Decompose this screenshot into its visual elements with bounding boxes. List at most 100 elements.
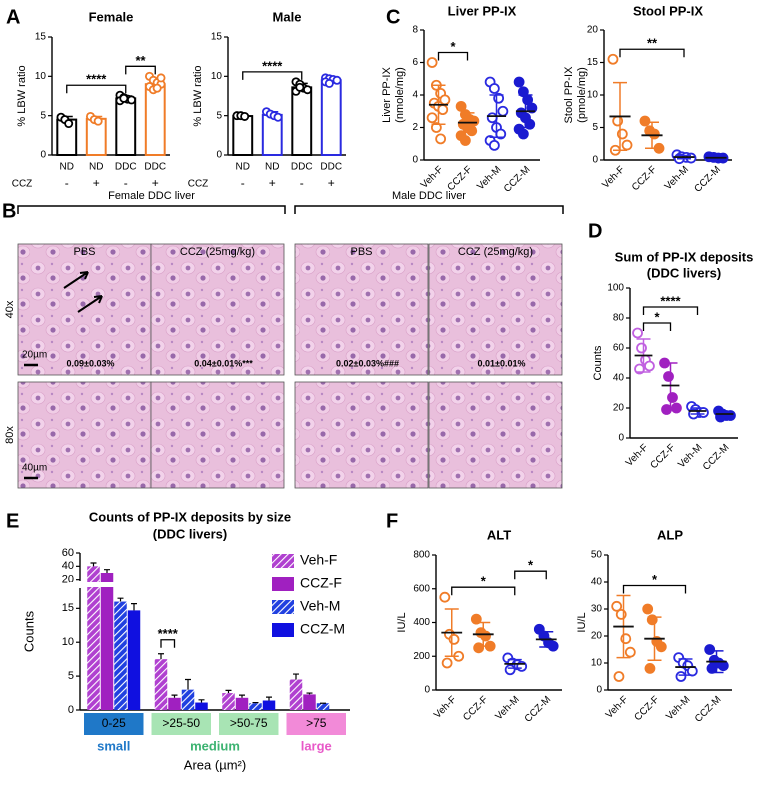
data-point [273, 112, 283, 122]
error-bar [198, 699, 205, 703]
column-label: PBS [350, 246, 372, 258]
ccz-label: + [269, 176, 276, 190]
x-tick-label: CCZ-M [692, 164, 723, 195]
quantification: 0.02±0.03%### [336, 358, 399, 368]
y-axis-label: (pmole/mg) [576, 67, 588, 123]
y-tick-label: 0 [40, 150, 46, 161]
data-point [497, 105, 509, 117]
data-point [455, 100, 467, 112]
error-bar [158, 653, 164, 660]
micrograph [150, 243, 285, 376]
y-axis-label: % LBW ratio [16, 65, 28, 126]
x-tick-label: DDC [320, 162, 342, 173]
data-point [119, 93, 129, 103]
y-tick-label: 80 [613, 313, 625, 324]
significance-bracket [619, 48, 685, 58]
data-point [332, 75, 342, 85]
bar [168, 697, 181, 710]
y-axis-label: % LBW ratio [192, 65, 204, 126]
data-point [706, 663, 718, 674]
error-bar [225, 689, 232, 694]
ccz-label: - [65, 176, 69, 190]
data-point [642, 603, 654, 615]
y-tick-upper-label: 40 [62, 560, 74, 572]
data-point [517, 86, 529, 98]
data-point [612, 115, 624, 127]
data-point [667, 392, 678, 403]
x-tick-label: Veh-F [432, 694, 459, 721]
y-tick-label: 30 [591, 604, 603, 615]
legend-swatch [272, 623, 294, 637]
x-tick-label: >75 [306, 716, 327, 730]
group-bracket [294, 205, 564, 214]
data-point [611, 600, 623, 612]
y-tick-label: 20 [591, 631, 603, 642]
y-tick-label: 0 [596, 685, 602, 696]
data-point [473, 642, 485, 654]
data-point [439, 591, 451, 603]
quantification: 0.09±0.03% [67, 358, 115, 368]
micrograph [428, 381, 563, 489]
data-point [632, 327, 643, 339]
y-tick-label: 5 [68, 670, 74, 682]
legend-label: CCZ-F [300, 575, 342, 591]
significance-label: **** [158, 626, 179, 641]
y-tick-label: 0 [618, 433, 624, 444]
legend-swatch [272, 577, 294, 591]
category-box [219, 713, 279, 735]
y-tick-label: 15 [62, 602, 74, 614]
y-axis-label: Stool PP-IX [563, 66, 575, 124]
micrograph [17, 243, 152, 376]
category-box [151, 713, 211, 735]
x-tick-label: CCZ-F [632, 694, 661, 723]
x-tick-label: ND [60, 162, 74, 173]
x-tick-label: CCZ-M [502, 164, 533, 195]
data-point [620, 633, 632, 645]
chart-title: Stool PP-IX [633, 3, 703, 18]
y-tick-label: 5 [40, 110, 46, 121]
scale-bar-label: 20µm [22, 350, 47, 361]
y-tick-label: 600 [413, 583, 430, 594]
micrograph [294, 381, 429, 489]
error-bar [239, 694, 245, 698]
x-tick-label: Veh-F [600, 164, 627, 191]
significance-label: * [652, 572, 658, 587]
x-tick-label: Veh-M [676, 442, 704, 470]
y-tick-upper-label: 60 [62, 547, 74, 559]
x-tick-label: 0-25 [102, 716, 126, 730]
chart-title: ALT [487, 527, 511, 542]
significance-bracket [622, 584, 687, 594]
y-tick-label: 10 [211, 71, 223, 82]
data-point [648, 128, 660, 140]
bar [222, 693, 235, 710]
chart-title: Counts of PP-IX deposits by size [89, 509, 291, 524]
y-tick-label: 0 [216, 150, 222, 161]
bar [232, 115, 254, 156]
chart-title: Sum of PP-IX deposits [615, 249, 754, 264]
legend-label: Veh-M [300, 598, 340, 614]
y-axis-label: Counts [592, 345, 604, 380]
y-tick-label: 0 [592, 155, 598, 166]
error-bar [252, 701, 259, 704]
data-point [517, 128, 529, 140]
chart-title: Male [273, 9, 302, 24]
data-point [661, 404, 672, 415]
significance-label: ** [647, 36, 658, 51]
panel-letter: D [588, 220, 602, 242]
x-tick-label: Veh-F [419, 164, 446, 191]
y-tick-label: 8 [412, 25, 418, 36]
y-axis-label: Counts [21, 610, 36, 652]
significance-bracket [642, 306, 699, 315]
data-point [448, 633, 460, 645]
data-point [93, 116, 103, 126]
data-point [613, 671, 625, 682]
y-tick-label: 200 [413, 651, 430, 662]
group-label: Male DDC liver [392, 190, 466, 202]
significance-label: * [654, 309, 660, 324]
data-point [621, 139, 633, 151]
data-point [655, 641, 667, 653]
chart-title: Liver PP-IX [448, 3, 517, 18]
column-label: PBS [73, 246, 95, 258]
y-tick-label: 15 [211, 32, 223, 43]
arrow [63, 271, 89, 289]
